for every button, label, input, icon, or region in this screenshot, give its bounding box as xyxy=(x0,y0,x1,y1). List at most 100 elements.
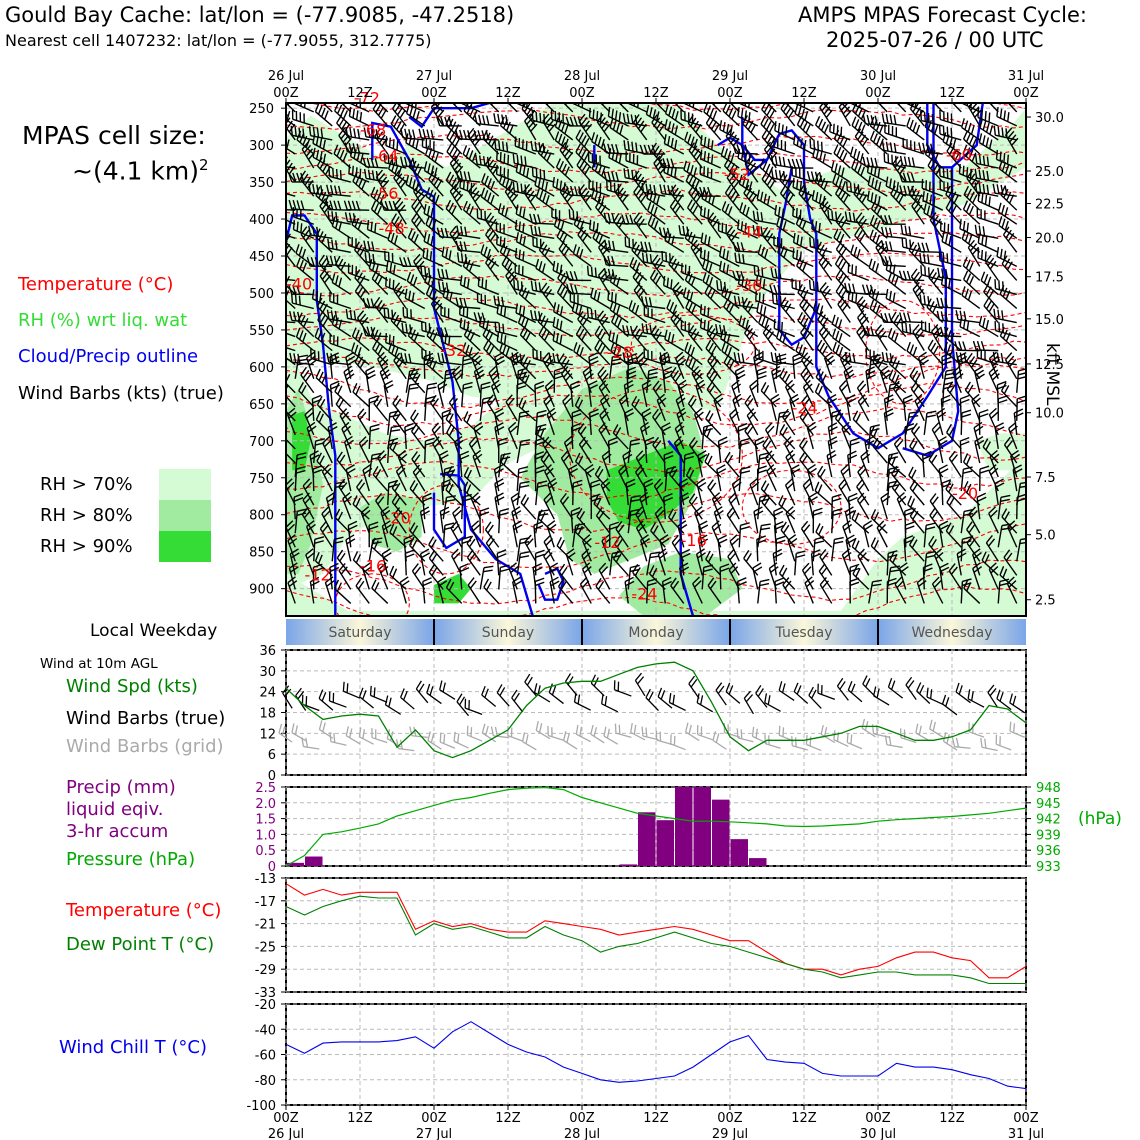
wind-barb xyxy=(860,302,868,312)
wind-barb xyxy=(542,352,550,361)
wind-barb xyxy=(662,275,666,286)
wind-barb xyxy=(731,176,738,185)
wind-barb xyxy=(837,188,844,198)
wind-barb xyxy=(293,353,297,363)
wind-barb xyxy=(923,253,926,264)
temperature-contour xyxy=(286,171,1026,194)
wind-barb xyxy=(676,407,686,415)
wind-barb xyxy=(720,329,724,339)
wind-barb xyxy=(407,228,413,238)
wind-barb xyxy=(823,288,831,298)
wind-barb xyxy=(707,479,714,488)
wind-barb xyxy=(844,352,848,362)
wind-barb xyxy=(431,220,437,230)
wind-barb xyxy=(497,203,502,213)
wind-barb xyxy=(622,325,626,335)
wind-barb xyxy=(414,468,423,477)
wind-barb xyxy=(352,383,358,393)
wind-barb xyxy=(367,169,371,180)
wind-barb xyxy=(844,282,848,293)
wind-barb xyxy=(929,212,937,221)
wind-barb xyxy=(334,255,341,265)
wind-barb xyxy=(565,271,570,281)
wind-barb xyxy=(834,409,841,419)
wind-barb xyxy=(690,398,697,408)
wind-barb xyxy=(474,193,482,203)
wind-barb xyxy=(383,307,386,318)
wind-barb xyxy=(325,200,330,210)
wind-barb xyxy=(866,162,870,173)
wind-barb xyxy=(573,116,578,127)
wind-barb xyxy=(566,185,570,196)
wind-barb xyxy=(887,327,893,338)
wind-barb xyxy=(645,105,650,115)
wind-barb xyxy=(818,222,821,233)
wind-barb xyxy=(394,197,402,206)
wind-barb xyxy=(534,451,545,456)
wind-barb xyxy=(310,257,315,267)
wind-barb xyxy=(838,243,845,253)
wind-barb xyxy=(540,512,546,522)
wind-barb xyxy=(365,366,375,372)
wind-barb xyxy=(825,355,834,363)
wind-barb xyxy=(431,552,438,562)
wind-barb xyxy=(513,524,523,531)
wind-barb xyxy=(316,395,323,405)
wind-barb xyxy=(690,234,696,244)
wind-barb xyxy=(348,106,352,117)
wind-barb xyxy=(786,383,795,391)
wind-barb xyxy=(440,327,445,337)
wind-barb xyxy=(483,88,487,97)
wind-barb xyxy=(769,180,776,189)
wind-barb xyxy=(842,138,848,148)
wind-barb xyxy=(591,493,601,498)
wind-barb xyxy=(451,121,457,131)
wind-barb xyxy=(518,221,521,232)
wind-barb xyxy=(340,566,348,575)
wind-barb xyxy=(737,581,747,587)
wind-barb xyxy=(352,108,355,119)
wind-barb xyxy=(469,107,475,117)
wind-barb xyxy=(574,284,578,294)
wind-barb xyxy=(360,439,369,448)
wind-barb xyxy=(728,229,736,238)
wind-barb xyxy=(763,193,767,204)
wind-barb xyxy=(432,103,441,112)
wind-barb xyxy=(511,193,519,203)
wind-barb xyxy=(664,454,674,460)
wind-barb xyxy=(838,380,847,389)
wind-barb xyxy=(459,450,470,456)
wind-barb xyxy=(470,439,479,448)
wind-barb xyxy=(658,397,667,405)
wind-barb xyxy=(880,312,885,323)
wind-barb xyxy=(771,397,781,404)
wind-barb xyxy=(322,317,329,327)
wind-barb xyxy=(483,578,490,588)
wind-barb xyxy=(907,312,911,323)
wind-barb xyxy=(319,398,326,408)
wind-barb xyxy=(659,552,668,559)
wind-barb xyxy=(667,135,671,146)
wind-barb xyxy=(833,144,839,154)
wind-barb xyxy=(651,567,658,578)
wind-barb xyxy=(298,295,301,306)
wind-barb xyxy=(852,283,856,294)
wind-barb xyxy=(302,135,308,146)
wind-barb xyxy=(590,266,593,277)
wind-barb xyxy=(785,93,789,101)
wind-barb xyxy=(296,172,301,183)
wind-barb xyxy=(327,238,330,249)
wind-barb xyxy=(626,366,636,372)
wind-barb xyxy=(784,412,792,421)
wind-barb xyxy=(911,244,918,254)
wind-barb xyxy=(775,294,778,305)
wind-barb xyxy=(902,172,907,183)
wind-barb xyxy=(374,582,380,592)
wind-barb xyxy=(422,247,425,258)
wind-barb xyxy=(737,577,747,583)
wind-barb xyxy=(911,198,919,207)
wind-barb xyxy=(472,449,482,457)
wind-barb xyxy=(356,244,363,254)
wind-barb xyxy=(607,255,611,266)
wind-barb xyxy=(890,311,897,321)
